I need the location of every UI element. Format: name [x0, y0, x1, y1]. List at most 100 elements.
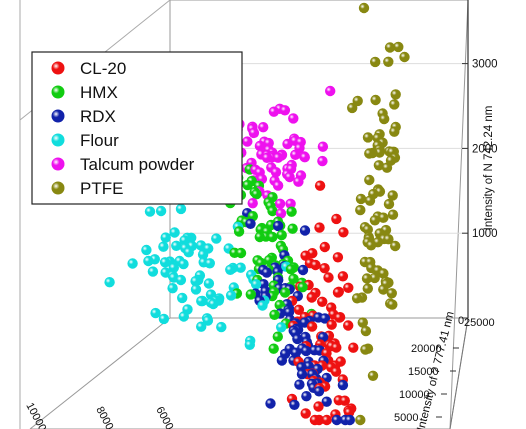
point-ptfe	[365, 240, 377, 251]
point-talcum-powder	[247, 198, 258, 209]
legend-label: Talcum powder	[80, 155, 195, 174]
point-ptfe	[364, 195, 376, 206]
point-talcum-powder	[284, 171, 295, 183]
z-axis-label: Intensity of N 742.24 nm	[483, 106, 495, 231]
point-hmx	[287, 223, 298, 234]
point-ptfe	[361, 273, 373, 284]
point-ptfe	[360, 325, 372, 337]
point-flour	[175, 203, 187, 215]
point-rdx	[272, 220, 284, 232]
point-flour	[190, 276, 201, 287]
point-talcum-powder	[288, 113, 299, 124]
point-rdx	[294, 379, 305, 390]
point-hmx	[235, 247, 247, 259]
z-tick-label: 1000	[472, 228, 498, 240]
point-cl-20	[309, 414, 321, 426]
point-ptfe	[381, 162, 393, 173]
point-talcum-powder	[248, 127, 260, 139]
point-cl-20	[334, 312, 345, 323]
point-flour	[203, 278, 215, 289]
point-ptfe	[358, 2, 370, 14]
x-tick-label: 8000	[93, 405, 115, 429]
y-tick-label: 10000	[399, 389, 430, 401]
floor-right-edge	[449, 317, 469, 429]
legend-marker	[51, 61, 65, 75]
point-flour	[196, 321, 207, 332]
point-talcum-powder	[290, 149, 301, 160]
legend-label: Flour	[80, 131, 119, 150]
point-hmx	[288, 273, 299, 284]
point-hmx	[286, 206, 297, 217]
point-rdx	[296, 369, 308, 380]
point-hmx	[269, 309, 280, 320]
point-cl-20	[330, 366, 342, 377]
point-rdx	[344, 414, 355, 426]
point-flour	[208, 298, 219, 310]
point-cl-20	[306, 321, 318, 332]
point-flour	[244, 339, 255, 350]
point-flour	[143, 255, 154, 267]
point-cl-20	[331, 213, 342, 225]
z-tick-label: 2000	[472, 143, 498, 155]
point-cl-20	[332, 287, 344, 298]
point-rdx	[321, 396, 332, 407]
point-ptfe	[399, 51, 410, 63]
point-ptfe	[360, 344, 371, 355]
point-ptfe	[387, 209, 399, 220]
point-ptfe	[370, 56, 381, 68]
point-talcum-powder	[274, 198, 286, 209]
point-talcum-powder	[258, 122, 269, 133]
x-axis: 10000 8000 6000	[23, 401, 175, 429]
point-flour	[276, 322, 287, 333]
point-cl-20	[321, 414, 332, 426]
point-ptfe	[386, 288, 397, 299]
y-axis: 20000 15000 10000 5000	[394, 343, 459, 424]
y-tick-label: 25000	[464, 317, 495, 329]
point-ptfe	[389, 126, 400, 137]
point-hmx	[267, 231, 278, 243]
data-points	[104, 2, 410, 426]
point-flour	[169, 227, 180, 238]
point-ptfe	[364, 148, 375, 159]
point-talcum-powder	[270, 167, 282, 178]
point-flour	[257, 300, 268, 311]
point-cl-20	[319, 263, 330, 274]
point-hmx	[267, 205, 278, 217]
point-ptfe	[369, 272, 380, 284]
point-rdx	[337, 379, 349, 391]
point-ptfe	[347, 102, 358, 114]
point-hmx	[245, 289, 256, 300]
point-flour	[175, 274, 187, 286]
point-cl-20	[323, 272, 334, 283]
point-flour	[141, 244, 152, 256]
point-flour	[204, 258, 215, 269]
y-tick-label: 15000	[408, 366, 439, 378]
y-tick-label: 5000	[394, 412, 418, 424]
point-talcum-powder	[272, 180, 284, 191]
point-flour	[159, 257, 171, 268]
point-ptfe	[352, 95, 363, 107]
point-rdx	[331, 414, 342, 426]
legend-label: HMX	[80, 83, 118, 102]
legend-marker	[51, 157, 65, 171]
legend-marker	[51, 109, 65, 123]
point-flour	[177, 292, 188, 304]
point-flour	[147, 266, 159, 277]
point-ptfe	[373, 160, 385, 171]
point-ptfe	[357, 317, 368, 328]
point-ptfe	[355, 193, 367, 205]
point-ptfe	[378, 268, 389, 279]
point-talcum-powder	[317, 141, 329, 152]
point-flour	[144, 206, 156, 217]
point-talcum-powder	[317, 155, 328, 167]
point-ptfe	[378, 284, 389, 295]
point-rdx	[289, 399, 300, 410]
point-hmx	[233, 226, 245, 237]
point-flour	[168, 262, 179, 273]
point-cl-20	[348, 342, 359, 353]
point-rdx	[292, 333, 303, 345]
point-rdx	[265, 398, 276, 409]
point-ptfe	[387, 299, 398, 310]
point-ptfe	[387, 190, 398, 201]
